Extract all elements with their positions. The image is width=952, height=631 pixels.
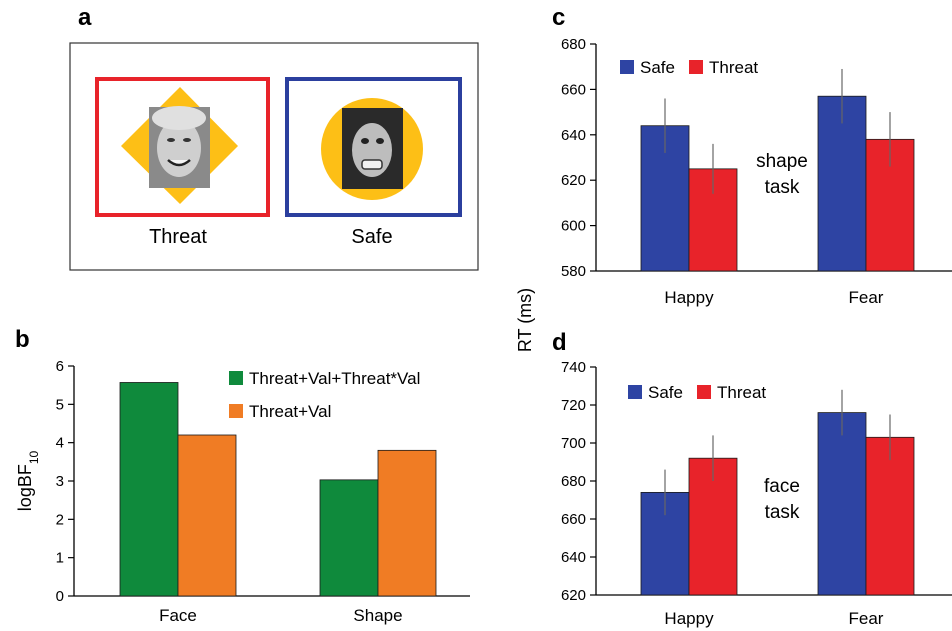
- legend-label: Threat+Val+Threat*Val: [249, 369, 420, 388]
- task-annotation: task: [765, 177, 800, 198]
- y-tick-label: 0: [56, 588, 64, 605]
- bar-face-threat-val-threat-val: [119, 382, 179, 597]
- y-tick-label: 620: [561, 172, 586, 189]
- y-tick-label: 640: [561, 127, 586, 144]
- x-category-label: Happy: [664, 288, 714, 307]
- x-category-label: Happy: [664, 609, 714, 628]
- legend-swatch: [697, 385, 711, 399]
- y-tick-label: 1: [56, 550, 64, 567]
- bar-face-threat-val: [177, 434, 237, 597]
- legend-label: Safe: [640, 58, 675, 77]
- x-category-label: Shape: [353, 606, 402, 625]
- chart-c: c 580 600 620 640 660 680 Happy Fear Safe Threat sh…: [552, 4, 952, 307]
- panel-a-letter: a: [78, 4, 92, 31]
- y-tick-label: 3: [56, 473, 64, 490]
- y-tick-label: 720: [561, 397, 586, 414]
- safe-frame: [285, 77, 462, 217]
- y-tick-label: 5: [56, 396, 64, 413]
- x-category-label: Fear: [849, 288, 884, 307]
- y-tick-label: 4: [56, 435, 64, 452]
- y-tick-label: 640: [561, 549, 586, 566]
- task-annotation: face: [764, 476, 800, 497]
- legend-swatch: [620, 60, 634, 74]
- y-tick-label: 740: [561, 359, 586, 376]
- task-annotation: task: [765, 502, 800, 523]
- legend-label: Threat: [709, 58, 758, 77]
- chart-d: d 620 640 660 680 700 720 740 Happy Fear Safe Threa…: [552, 329, 952, 628]
- bar-shape-threat-val: [377, 449, 437, 597]
- y-tick-label: 700: [561, 435, 586, 452]
- threat-frame: [95, 77, 270, 217]
- y-tick-label: 600: [561, 218, 586, 235]
- bar-shape-threat-val-threat-val: [319, 479, 379, 597]
- legend-swatch: [689, 60, 703, 74]
- legend: Safe Threat: [620, 58, 758, 77]
- x-category-label: Face: [159, 606, 197, 625]
- y-tick-label: 660: [561, 511, 586, 528]
- panel-c-letter: c: [552, 4, 565, 31]
- fear-face-image: [342, 108, 403, 189]
- rt-axis-label: RT (ms): [515, 288, 535, 352]
- legend: Threat+Val+Threat*Val Threat+Val: [229, 369, 420, 421]
- legend-label: Safe: [648, 383, 683, 402]
- legend: Safe Threat: [628, 383, 766, 402]
- y-tick-label: 620: [561, 587, 586, 604]
- panel-d-letter: d: [552, 329, 567, 356]
- y-axis-label: logBF10: [15, 450, 41, 511]
- y-tick-label: 680: [561, 36, 586, 53]
- happy-face-image: [149, 106, 210, 188]
- bar-fear-safe: [817, 412, 867, 596]
- y-tick-label: 660: [561, 81, 586, 98]
- y-tick-label: 580: [561, 263, 586, 280]
- y-tick-label: 2: [56, 511, 64, 528]
- x-category-label: Fear: [849, 609, 884, 628]
- y-tick-label: 6: [56, 358, 64, 375]
- legend-swatch: [229, 404, 243, 418]
- safe-label: Safe: [351, 226, 392, 248]
- task-annotation: shape: [756, 151, 808, 172]
- legend-swatch: [229, 371, 243, 385]
- legend-label: Threat+Val: [249, 402, 331, 421]
- panel-b-letter: b: [15, 326, 30, 353]
- threat-label: Threat: [149, 226, 207, 248]
- legend-label: Threat: [717, 383, 766, 402]
- y-tick-label: 680: [561, 473, 586, 490]
- legend-swatch: [628, 385, 642, 399]
- bar-fear-threat: [865, 436, 915, 596]
